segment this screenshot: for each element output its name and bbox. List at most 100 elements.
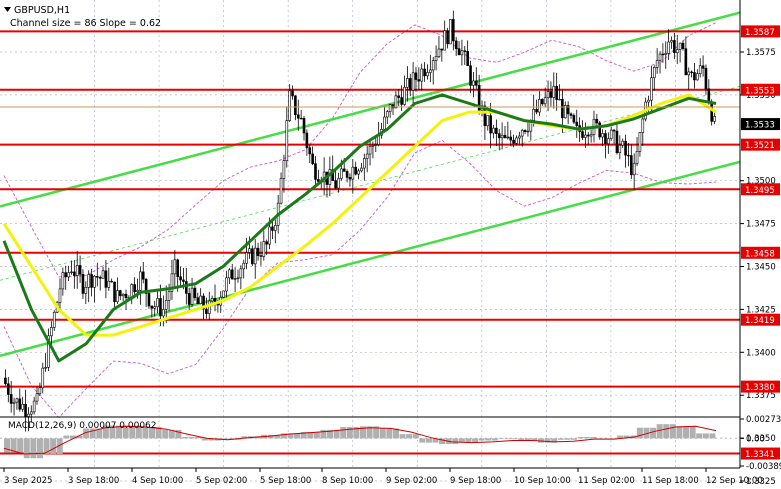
- macd-bar: [379, 428, 386, 439]
- candle-body: [179, 276, 182, 281]
- candle-body: [595, 118, 599, 124]
- macd-bar: [129, 425, 136, 439]
- candle-body: [242, 262, 246, 270]
- candle-body: [609, 129, 613, 139]
- level-label-bg: [741, 183, 780, 196]
- candle-body: [337, 178, 340, 189]
- candle-body: [156, 298, 159, 308]
- candle-body: [190, 287, 194, 305]
- candle-body: [632, 162, 636, 176]
- candle-body: [314, 163, 317, 180]
- candle-body: [704, 67, 708, 90]
- macd-bar: [188, 436, 195, 439]
- candle-body: [139, 271, 142, 291]
- candle-body: [24, 403, 27, 417]
- candle-body: [443, 30, 446, 51]
- candle-body: [474, 80, 478, 86]
- candle-body: [279, 178, 283, 204]
- candle-body: [693, 72, 696, 81]
- symbol-label: GBPUSD,H1: [14, 5, 70, 16]
- macd-bar: [201, 438, 208, 441]
- candle-body: [107, 280, 111, 288]
- macd-bar: [43, 438, 50, 455]
- moving-averages: [2, 93, 717, 363]
- level-label: 1.3587: [745, 28, 775, 38]
- candle-body: [365, 153, 369, 159]
- candle-body: [681, 42, 685, 49]
- macd-bar: [432, 438, 439, 443]
- macd-bar: [346, 427, 353, 439]
- channel-upper-line: [0, 11, 741, 208]
- candle-body: [675, 49, 679, 54]
- candle-body: [500, 134, 504, 139]
- candle-body: [429, 69, 432, 73]
- price-axis: 1.35751.35501.35001.34751.34501.34251.34…: [739, 0, 780, 487]
- candle-body: [98, 276, 102, 279]
- macd-bar: [10, 438, 17, 453]
- macd-bar: [485, 438, 492, 441]
- macd-bar: [399, 434, 406, 439]
- macd-bar: [551, 438, 558, 443]
- macd-bar: [195, 436, 202, 439]
- macd-bar: [135, 425, 142, 439]
- candle-body: [64, 272, 68, 278]
- price-pane: [0, 0, 741, 482]
- macd-title: MACD(12,26,9) 0.00007 0.00062: [8, 421, 157, 431]
- macd-bar: [353, 427, 360, 439]
- candle-body: [81, 273, 85, 294]
- candle-body: [12, 401, 16, 404]
- candle-body: [497, 133, 501, 139]
- candle-body: [104, 270, 108, 288]
- time-tick-label: 4 Sep 10:00: [132, 476, 183, 486]
- candle-body: [523, 130, 527, 132]
- macd-bar: [63, 435, 70, 439]
- candle-body: [431, 60, 435, 71]
- chevron-down-icon[interactable]: [4, 7, 11, 12]
- level-label: 1.3458: [745, 249, 775, 259]
- macd-histogram: [4, 424, 716, 459]
- macd-bar: [538, 438, 544, 443]
- candle-body: [673, 40, 676, 54]
- candle-body: [210, 298, 214, 302]
- price-tick-label: 1.3550: [746, 91, 776, 101]
- macd-bar: [577, 436, 584, 439]
- level-label-bg: [741, 246, 780, 259]
- candle-body: [90, 274, 93, 288]
- macd-bar: [518, 438, 525, 441]
- candle-body: [342, 168, 346, 172]
- candle-body: [248, 248, 251, 253]
- candle-body: [29, 411, 33, 415]
- candle-body: [239, 268, 243, 279]
- macd-bar: [524, 438, 531, 441]
- candle-body: [282, 160, 286, 179]
- macd-bar: [360, 426, 366, 439]
- candle-body: [635, 151, 639, 164]
- candle-body: [698, 65, 702, 75]
- candle-body: [658, 53, 662, 61]
- time-tick-label: 9 Sep 02:00: [386, 476, 437, 486]
- time-axis: 3 Sep 2025 3 Sep 18:00 4 Sep 10:00 5 Sep 02…: [0, 416, 763, 486]
- candle-body: [147, 293, 151, 307]
- macd-bar: [623, 435, 630, 439]
- trend-channel: [0, 11, 741, 357]
- macd-bar: [116, 425, 123, 439]
- candle-body: [302, 117, 306, 134]
- macd-bar: [30, 438, 37, 459]
- candle-body: [357, 170, 360, 175]
- candle-body: [170, 273, 174, 292]
- candle-body: [187, 293, 191, 305]
- candle-body: [144, 278, 148, 294]
- level-label-bg: [741, 313, 780, 326]
- candle-body: [670, 40, 673, 43]
- macd-bar: [636, 427, 643, 439]
- macd-bar: [50, 438, 57, 455]
- macd-bar: [531, 438, 538, 441]
- chart-header: GBPUSD,H1 Channel size = 86 Slope = 0.62: [4, 5, 161, 29]
- candle-body: [354, 166, 357, 175]
- macd-bar: [366, 426, 373, 439]
- price-tick-label: 1.3475: [746, 220, 776, 230]
- level-label-bg: [741, 447, 780, 460]
- time-tick-label: 11 Sep 18:00: [642, 476, 699, 486]
- macd-bar: [36, 438, 43, 459]
- macd-bar: [689, 426, 696, 439]
